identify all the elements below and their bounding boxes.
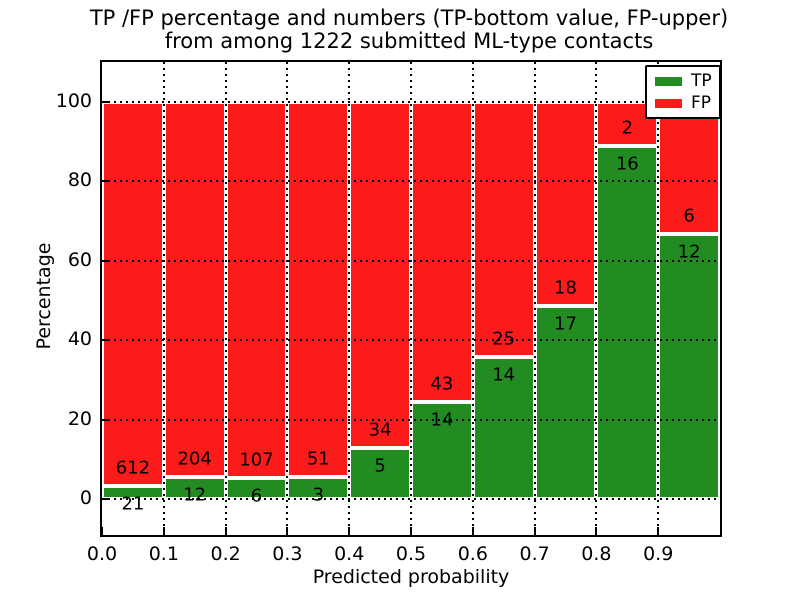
x-tick-mark <box>595 527 598 535</box>
bar-segment-fp <box>349 101 411 449</box>
gridline-vertical <box>162 62 165 535</box>
fp-count-label: 6 <box>683 205 695 227</box>
x-tick-label: 0.4 <box>334 543 365 565</box>
gridline-vertical <box>657 62 660 535</box>
fp-color-swatch <box>655 99 682 108</box>
x-tick-label: 0.5 <box>395 543 427 565</box>
tp-count-label: 6 <box>250 485 263 507</box>
x-tick-label: 0.8 <box>581 543 612 565</box>
bar-segment-fp <box>472 101 535 357</box>
x-tick-label: 0.9 <box>643 543 674 565</box>
y-tick-mark <box>102 100 110 103</box>
x-tick-mark <box>471 527 474 535</box>
legend-label-fp: FP <box>691 93 712 113</box>
x-tick-mark <box>101 527 103 535</box>
bar-segment-fp <box>534 101 597 307</box>
fp-count-label: 18 <box>554 277 577 299</box>
legend: TP FP <box>645 65 721 119</box>
x-tick-mark <box>162 527 165 535</box>
x-tick-mark <box>410 527 412 535</box>
chart-title: TP /FP percentage and numbers (TP-bottom… <box>89 7 729 53</box>
tp-count-label: 17 <box>554 313 577 335</box>
y-tick-label: 100 <box>55 89 92 112</box>
x-tick-label: 0.0 <box>86 543 118 565</box>
x-tick-mark <box>286 527 289 535</box>
tp-count-label: 5 <box>374 455 386 477</box>
bar-segment-tp <box>534 306 597 500</box>
tp-count-label: 14 <box>492 364 516 386</box>
y-tick-label: 20 <box>67 407 92 430</box>
tp-count-label: 12 <box>677 241 701 263</box>
bar-segment-fp <box>225 101 288 479</box>
x-axis-label: Predicted probability <box>312 566 510 588</box>
bar-segment-fp <box>287 101 350 478</box>
x-tick-mark <box>533 527 536 535</box>
bar-segment-fp <box>102 101 164 487</box>
y-tick-mark <box>102 180 110 183</box>
y-tick-label: 60 <box>67 248 92 271</box>
fp-count-label: 43 <box>430 373 454 395</box>
x-tick-label: 0.1 <box>148 543 179 565</box>
y-tick-label: 0 <box>79 487 92 510</box>
tp-color-swatch <box>655 77 682 86</box>
gridline-vertical <box>224 62 227 535</box>
x-tick-label: 0.2 <box>210 543 241 565</box>
tp-count-label: 12 <box>183 484 207 506</box>
tp-count-label: 16 <box>615 153 639 175</box>
gridline-vertical <box>533 62 536 535</box>
plot-area: TP FP 612 21 204 12 107 6 51 3 34 5 43 14 25 14 18 17 2 1… <box>100 60 722 537</box>
fp-count-label: 2 <box>621 117 634 139</box>
legend-entry-fp: FP <box>655 93 713 113</box>
y-tick-mark <box>102 339 110 342</box>
fp-count-label: 51 <box>306 448 330 470</box>
gridline-vertical <box>348 62 351 535</box>
y-tick-label: 80 <box>67 169 92 192</box>
legend-label-tp: TP <box>691 71 712 91</box>
y-tick-label: 40 <box>67 328 92 351</box>
x-tick-mark <box>224 527 227 535</box>
gridline-vertical <box>595 62 598 535</box>
gridline-vertical <box>286 62 289 535</box>
fp-count-label: 612 <box>115 457 151 479</box>
x-tick-mark <box>657 527 660 535</box>
bar-segment-tp <box>658 234 720 500</box>
tp-count-label: 21 <box>121 493 145 515</box>
y-tick-mark <box>102 418 110 421</box>
y-tick-mark <box>102 259 110 262</box>
chart-title-line1: TP /FP percentage and numbers (TP-bottom… <box>89 6 729 30</box>
tp-count-label: 14 <box>430 409 454 431</box>
fp-count-label: 204 <box>177 448 212 470</box>
bar-segment-fp <box>411 101 473 402</box>
y-tick-mark <box>102 498 110 501</box>
x-tick-label: 0.7 <box>519 543 550 565</box>
bar-segment-fp <box>163 101 226 478</box>
gridline-vertical <box>471 62 474 535</box>
fp-count-label: 34 <box>368 419 392 441</box>
gridline-vertical <box>410 62 412 535</box>
x-tick-mark <box>348 527 351 535</box>
chart-title-line2: from among 1222 submitted ML-type contac… <box>164 29 654 53</box>
x-tick-label: 0.3 <box>272 543 303 565</box>
tp-count-label: 3 <box>312 484 325 506</box>
bar-segment-tp <box>596 145 659 500</box>
legend-entry-tp: TP <box>655 71 713 91</box>
x-tick-label: 0.6 <box>457 543 488 565</box>
fp-count-label: 25 <box>492 328 516 350</box>
fp-count-label: 107 <box>239 449 274 471</box>
